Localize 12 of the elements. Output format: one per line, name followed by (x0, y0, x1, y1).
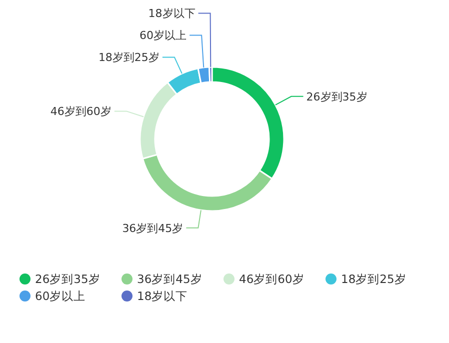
slice-label: 60岁以上 (140, 29, 187, 42)
slice-label: 26岁到35岁 (306, 90, 368, 104)
legend-label: 46岁到60岁 (239, 272, 304, 286)
legend-label: 60岁以上 (35, 289, 86, 303)
slice-label: 18岁以下 (148, 7, 196, 20)
slice-label: 36岁到45岁 (122, 222, 184, 235)
slice-label: 46岁到60岁 (50, 105, 112, 118)
legend-label: 18岁以下 (137, 289, 188, 303)
slice-label: 18岁到25岁 (98, 51, 160, 64)
legend-label: 18岁到25岁 (341, 272, 406, 286)
legend-label: 26岁到35岁 (35, 272, 100, 286)
legend-label: 36岁到45岁 (137, 272, 202, 286)
